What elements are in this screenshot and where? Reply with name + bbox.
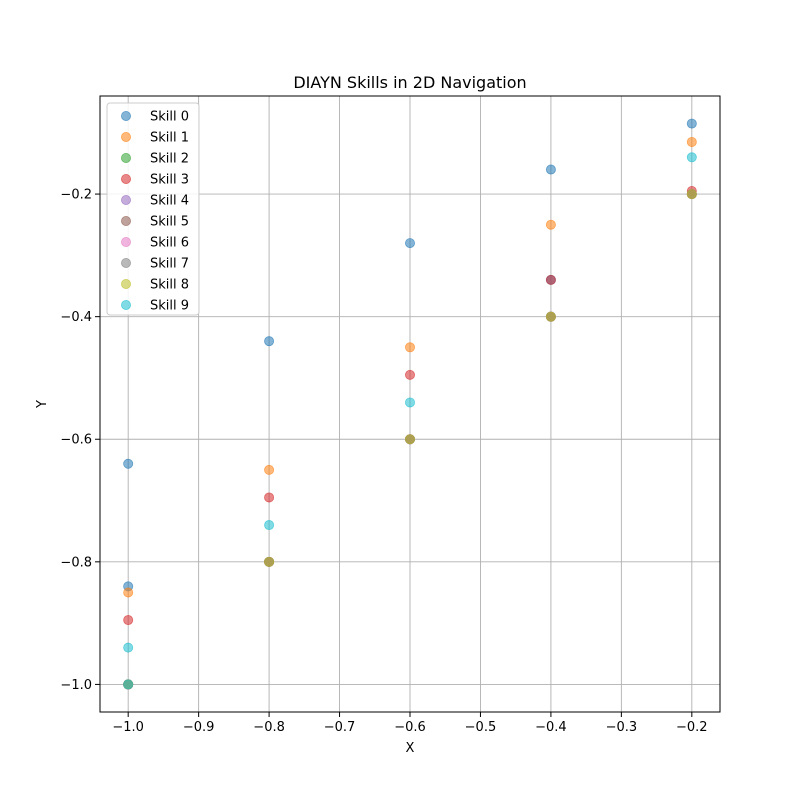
data-point — [123, 587, 134, 598]
data-point — [545, 164, 556, 175]
y-tick-label: −1.0 — [60, 678, 92, 693]
legend-label: Skill 9 — [150, 299, 189, 314]
x-tick-label: −0.8 — [253, 720, 285, 735]
legend-marker — [121, 173, 132, 184]
y-tick-label: −0.8 — [60, 555, 92, 570]
data-point — [264, 464, 275, 475]
data-point — [123, 615, 134, 626]
data-point — [123, 642, 134, 653]
legend-marker — [121, 299, 132, 310]
legend-marker — [121, 236, 132, 247]
data-point — [686, 118, 697, 129]
legend-label: Skill 8 — [150, 278, 189, 293]
legend-label: Skill 5 — [150, 215, 189, 230]
legend-marker — [121, 111, 132, 122]
legend-marker — [121, 131, 132, 142]
data-point — [264, 556, 275, 567]
x-tick-label: −0.6 — [394, 720, 426, 735]
data-point — [123, 458, 134, 469]
data-point — [404, 342, 415, 353]
data-point — [686, 189, 697, 200]
x-tick-label: −0.9 — [183, 720, 215, 735]
data-point — [404, 369, 415, 380]
x-tick-label: −0.2 — [676, 720, 708, 735]
data-point — [264, 492, 275, 503]
data-point — [545, 219, 556, 230]
chart-title: DIAYN Skills in 2D Navigation — [293, 73, 526, 92]
data-point — [404, 238, 415, 249]
legend-label: Skill 3 — [150, 173, 189, 188]
y-axis-ticks: −1.0 −0.8 −0.6 −0.4 −0.2 — [60, 188, 100, 693]
x-tick-label: −0.4 — [535, 720, 567, 735]
legend: Skill 0 Skill 1 Skill 2 Skill 3 Skill 4 Skill… — [106, 102, 200, 316]
data-points — [123, 118, 697, 690]
data-point — [404, 434, 415, 445]
legend-marker — [121, 257, 132, 268]
legend-marker — [121, 194, 132, 205]
data-point — [264, 336, 275, 347]
x-axis-label: X — [406, 741, 415, 756]
legend-label: Skill 7 — [150, 257, 189, 272]
y-tick-label: −0.4 — [60, 310, 92, 325]
x-tick-label: −1.0 — [112, 720, 144, 735]
y-tick-label: −0.6 — [60, 433, 92, 448]
legend-label: Skill 6 — [150, 236, 189, 251]
legend-label: Skill 2 — [150, 152, 189, 167]
legend-label: Skill 4 — [150, 194, 189, 209]
data-point — [264, 520, 275, 531]
x-tick-label: −0.3 — [606, 720, 638, 735]
data-point — [686, 152, 697, 163]
legend-marker — [121, 215, 132, 226]
y-tick-label: −0.2 — [60, 188, 92, 203]
data-point — [686, 136, 697, 147]
y-axis-label: Y — [35, 400, 50, 409]
legend-label: Skill 1 — [150, 131, 189, 146]
data-point — [545, 311, 556, 322]
legend-label: Skill 0 — [150, 110, 189, 125]
x-tick-label: −0.5 — [465, 720, 497, 735]
data-point — [545, 274, 556, 285]
x-axis-ticks: −1.0 −0.9 −0.8 −0.7 −0.6 −0.5 −0.4 −0.3 −0.2 — [112, 712, 708, 735]
legend-marker — [121, 152, 132, 163]
x-tick-label: −0.7 — [324, 720, 356, 735]
data-point — [404, 397, 415, 408]
legend-marker — [121, 278, 132, 289]
data-point — [123, 679, 134, 690]
